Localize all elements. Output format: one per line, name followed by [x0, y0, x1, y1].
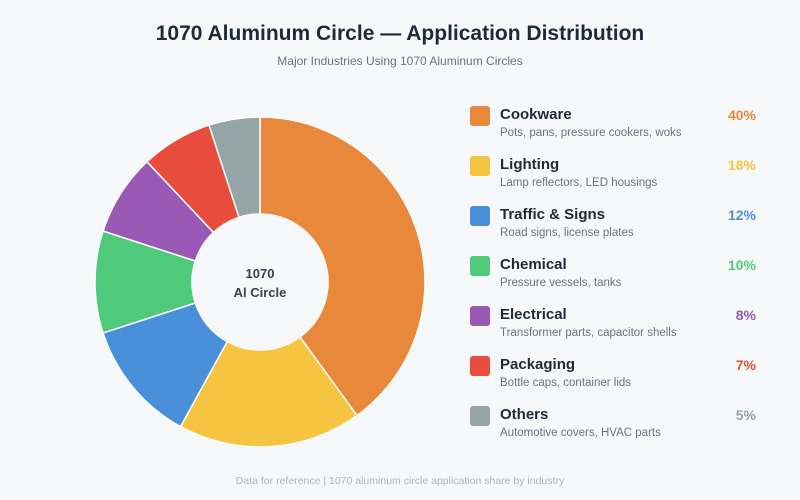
legend-description: Automotive covers, HVAC parts	[500, 427, 661, 439]
donut-hole	[192, 214, 328, 350]
legend-description: Lamp reflectors, LED housings	[500, 177, 658, 189]
legend-percentage: 7%	[735, 357, 756, 373]
chart-subtitle: Major Industries Using 1070 Aluminum Cir…	[277, 54, 523, 68]
legend-percentage: 5%	[735, 407, 756, 423]
legend-item: Cookware Pots, pans, pressure cookers, wo…	[470, 104, 770, 154]
legend-swatch	[470, 306, 490, 326]
chart-title: 1070 Aluminum Circle — Application Distr…	[155, 22, 645, 45]
legend-name: Cookware	[500, 106, 572, 123]
legend-percentage: 8%	[735, 307, 756, 323]
legend-item: Lighting Lamp reflectors, LED housings 18%	[470, 154, 770, 204]
legend-name: Electrical	[500, 306, 567, 323]
legend-swatch	[470, 406, 490, 426]
legend-name: Traffic & Signs	[500, 206, 606, 223]
legend-item: Traffic & Signs Road signs, license plate…	[470, 204, 770, 254]
legend-description: Transformer parts, capacitor shells	[500, 327, 677, 339]
legend-swatch	[470, 106, 490, 126]
legend-percentage: 40%	[727, 107, 756, 123]
donut-svg: 1070 Al Circle	[94, 116, 426, 448]
legend-name: Others	[500, 406, 549, 423]
legend-item: Chemical Pressure vessels, tanks 10%	[470, 254, 770, 304]
legend-item: Electrical Transformer parts, capacitor s…	[470, 304, 770, 354]
legend-description: Bottle caps, container lids	[500, 377, 632, 389]
legend-description: Road signs, license plates	[500, 227, 634, 239]
legend-item: Others Automotive covers, HVAC parts 5%	[470, 404, 770, 454]
center-label-line: Al Circle	[234, 285, 287, 300]
footer-note: Data for reference | 1070 aluminum circl…	[235, 475, 565, 487]
legend-percentage: 18%	[727, 157, 756, 173]
legend-percentage: 10%	[727, 257, 756, 273]
donut-chart: 1070 Al Circle	[90, 112, 430, 452]
legend-name: Chemical	[500, 256, 567, 273]
legend-swatch	[470, 156, 490, 176]
legend-swatch	[470, 256, 490, 276]
center-label-line: 1070	[246, 266, 275, 281]
legend-description: Pressure vessels, tanks	[500, 277, 622, 289]
legend-swatch	[470, 206, 490, 226]
legend-percentage: 12%	[727, 207, 756, 223]
legend: Cookware Pots, pans, pressure cookers, wo…	[470, 104, 770, 454]
legend-swatch	[470, 356, 490, 376]
legend-name: Lighting	[500, 156, 560, 173]
legend-description: Pots, pans, pressure cookers, woks	[500, 127, 682, 139]
legend-name: Packaging	[500, 356, 576, 373]
legend-item: Packaging Bottle caps, container lids 7%	[470, 354, 770, 404]
